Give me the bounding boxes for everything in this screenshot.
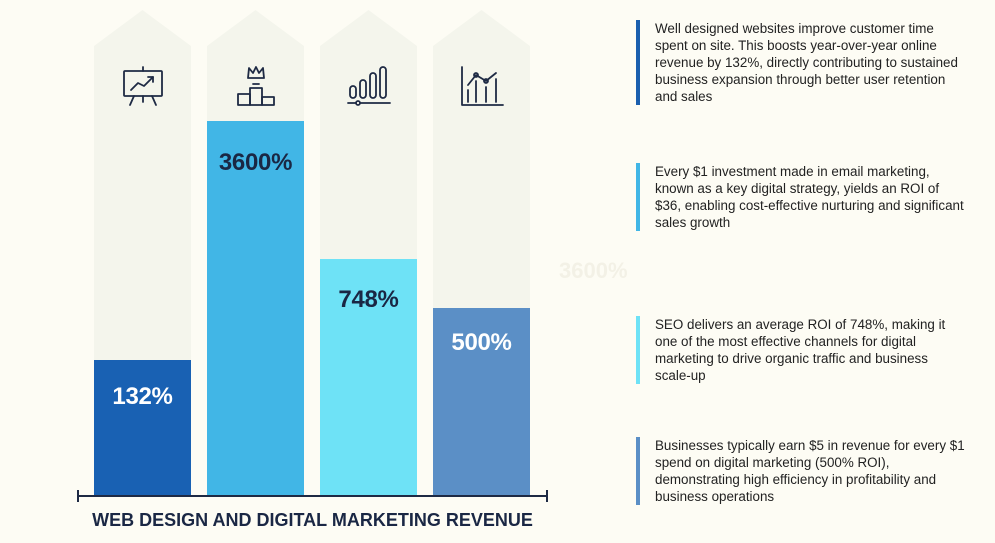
line-bar-chart-icon — [433, 64, 530, 108]
bar-value-label-1: 132% — [112, 383, 173, 410]
presentation-chart-icon — [94, 64, 191, 108]
podium-crown-icon — [207, 64, 304, 108]
slider-bars-icon — [320, 64, 417, 108]
bar-value-label-4: 500% — [451, 329, 512, 356]
bar-chart — [77, 121, 548, 502]
bar-value-label-3: 748% — [338, 286, 399, 313]
chart-title: WEB DESIGN AND DIGITAL MARKETING REVENUE — [92, 510, 533, 530]
bar-3 — [320, 259, 417, 495]
bar-4 — [433, 308, 530, 495]
bar-value-label-2: 3600% — [218, 149, 293, 176]
ghost-watermark-text: 3600% — [559, 258, 628, 283]
description-1: Well designed websites improve customer … — [636, 20, 965, 105]
description-4: Businesses typically earn $5 in revenue … — [636, 437, 965, 505]
bar-2 — [207, 121, 304, 495]
description-3: SEO delivers an average ROI of 748%, mak… — [636, 316, 965, 384]
description-2: Every $1 investment made in email market… — [636, 163, 965, 231]
bar-1 — [94, 360, 191, 495]
